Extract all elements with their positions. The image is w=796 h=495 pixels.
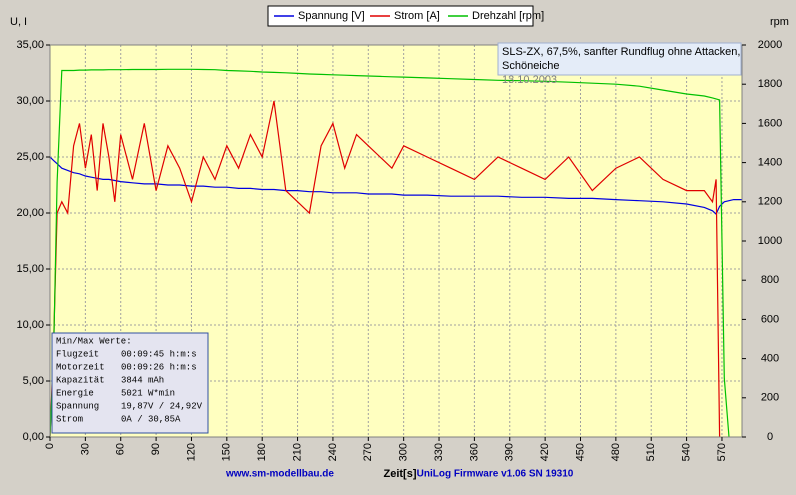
info-value: 19,87V / 24,92V — [121, 401, 203, 411]
y-tick-label: 10,00 — [16, 319, 44, 331]
annotation-line: SLS-ZX, 67,5%, sanfter Rundflug ohne Att… — [502, 46, 740, 58]
y2-tick-label: 600 — [761, 313, 779, 325]
x-tick-label: 270 — [362, 443, 374, 461]
x-tick-label: 570 — [716, 443, 728, 461]
y-tick-label: 35,00 — [16, 39, 44, 51]
legend — [267, 5, 534, 27]
footer-left: www.sm-modellbau.de — [225, 469, 334, 480]
y2-tick-label: 1600 — [758, 117, 782, 129]
info-value: 0A / 30,85A — [121, 414, 181, 424]
y2-tick-label: 1800 — [758, 78, 782, 90]
info-label: Flugzeit — [56, 349, 99, 359]
y2-tick-label: 0 — [767, 431, 773, 443]
info-label: Kapazität — [56, 375, 105, 385]
annotation-line: Schöneiche — [502, 60, 560, 72]
y-tick-label: 0,00 — [23, 431, 44, 443]
info-label: Motorzeit — [56, 362, 105, 372]
y-axis-label: U, I — [10, 16, 27, 28]
y2-tick-label: 1000 — [758, 235, 782, 247]
x-tick-label: 450 — [574, 443, 586, 461]
info-value: 00:09:45 h:m:s — [121, 349, 197, 359]
x-tick-label: 240 — [327, 443, 339, 461]
series-line — [49, 100, 721, 438]
legend-items: Spannung [V] Strom [A] Drehzahl [rpm] — [274, 10, 544, 22]
info-label: Energie — [56, 388, 94, 398]
y-tick-label: 25,00 — [16, 151, 44, 163]
info-value: 00:09:26 h:m:s — [121, 362, 197, 372]
y2-axis-label: rpm — [770, 16, 789, 28]
info-text: Min/Max Werte: Flugzeit 00:09:45 h:m:s Moto… — [56, 336, 203, 424]
x-tick-label: 60 — [115, 443, 127, 455]
y-tick-label: 20,00 — [16, 207, 44, 219]
y2-tick-label: 1400 — [758, 157, 782, 169]
annotation-box — [497, 42, 742, 76]
info-title: Min/Max Werte: — [56, 336, 132, 346]
x-tick-label: 300 — [398, 443, 410, 461]
x-tick-label: 420 — [539, 443, 551, 461]
legend-label: Strom [A] — [394, 10, 440, 22]
legend-label: Spannung [V] — [298, 10, 365, 22]
footer-right: UniLog Firmware v1.06 SN 19310 — [417, 469, 574, 480]
series-line — [49, 156, 742, 216]
x-tick-label: 30 — [79, 443, 91, 455]
info-box — [51, 332, 209, 434]
x-tick-label: 120 — [185, 443, 197, 461]
info-value: 3844 mAh — [121, 375, 164, 385]
x-tick-label: 0 — [44, 443, 56, 449]
lines — [49, 68, 742, 438]
info-label: Strom — [56, 414, 83, 424]
x-tick-label: 540 — [680, 443, 692, 461]
y-tick-label: 15,00 — [16, 263, 44, 275]
x-tick-label: 480 — [610, 443, 622, 461]
x-axis-label: Zeit[s] — [384, 468, 417, 480]
x-tick-label: 510 — [645, 443, 657, 461]
y2-tick-label: 800 — [761, 274, 779, 286]
info-value: 5021 W*min — [121, 388, 175, 398]
series-line — [49, 68, 730, 438]
annotation-line: 13.10.2003 — [502, 74, 557, 86]
annotation: SLS-ZX, 67,5%, sanfter Rundflug ohne Att… — [502, 46, 740, 86]
y2-tick-label: 400 — [761, 353, 779, 365]
y-tick-label: 30,00 — [16, 95, 44, 107]
y2-tick-label: 2000 — [758, 39, 782, 51]
y2-tick-label: 200 — [761, 392, 779, 404]
x-tick-label: 360 — [468, 443, 480, 461]
info-label: Spannung — [56, 401, 99, 411]
x-tick-label: 150 — [221, 443, 233, 461]
y2-tick-label: 1200 — [758, 196, 782, 208]
x-tick-label: 180 — [256, 443, 268, 461]
x-tick-label: 390 — [504, 443, 516, 461]
y-tick-label: 5,00 — [23, 375, 44, 387]
x-tick-label: 210 — [291, 443, 303, 461]
x-tick-label: 330 — [433, 443, 445, 461]
legend-label: Drehzahl [rpm] — [472, 10, 544, 22]
x-tick-label: 90 — [150, 443, 162, 455]
